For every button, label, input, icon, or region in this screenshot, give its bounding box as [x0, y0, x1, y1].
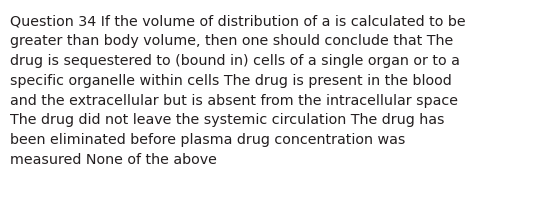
- Text: Question 34 If the volume of distribution of a is calculated to be
greater than : Question 34 If the volume of distributio…: [10, 15, 466, 167]
